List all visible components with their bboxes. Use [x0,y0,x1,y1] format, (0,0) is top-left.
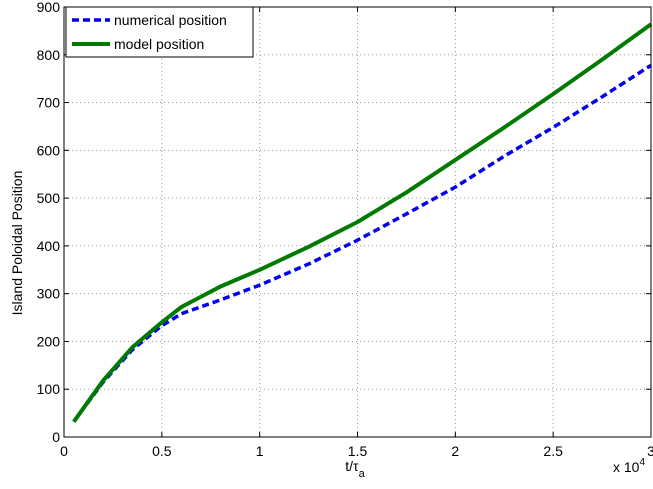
x-tick-label: 0.5 [152,443,172,459]
x-tick-label: 1 [256,443,264,459]
y-tick-label: 900 [37,0,61,15]
x-tick-label: 2 [451,443,459,459]
series-lines [72,22,653,423]
legend-box [65,6,254,58]
y-tick-label: 400 [37,238,61,254]
x-tick-label: 2.5 [543,443,563,459]
y-tick-label: 500 [37,190,61,206]
legend-label-numerical: numerical position [114,12,227,28]
legend-label-model: model position [114,36,204,52]
y-tick-label: 0 [52,429,60,445]
y-tick-label: 800 [37,47,61,63]
y-tick-label: 100 [37,381,61,397]
y-tick-label: 700 [37,95,61,111]
axis-ticks: 0 0.5 1 1.5 2 2.5 3 0 100 200 300 400 500 600 700 800 90… [37,0,653,459]
y-tick-label: 300 [37,286,61,302]
x-multiplier-label: x 104 [613,457,645,475]
y-axis-label: Island Poloidal Position [9,171,25,316]
x-tick-label: 1.5 [348,443,368,459]
y-tick-label: 600 [37,142,61,158]
y-tick-label: 200 [37,333,61,349]
x-axis-label: t/τa [345,458,365,480]
numerical-position-line [72,63,652,423]
x-tick-label: 0 [60,443,68,459]
legend: numerical position model position [65,6,254,58]
model-position-line [72,22,653,423]
x-tick-label: 3 [647,443,653,459]
